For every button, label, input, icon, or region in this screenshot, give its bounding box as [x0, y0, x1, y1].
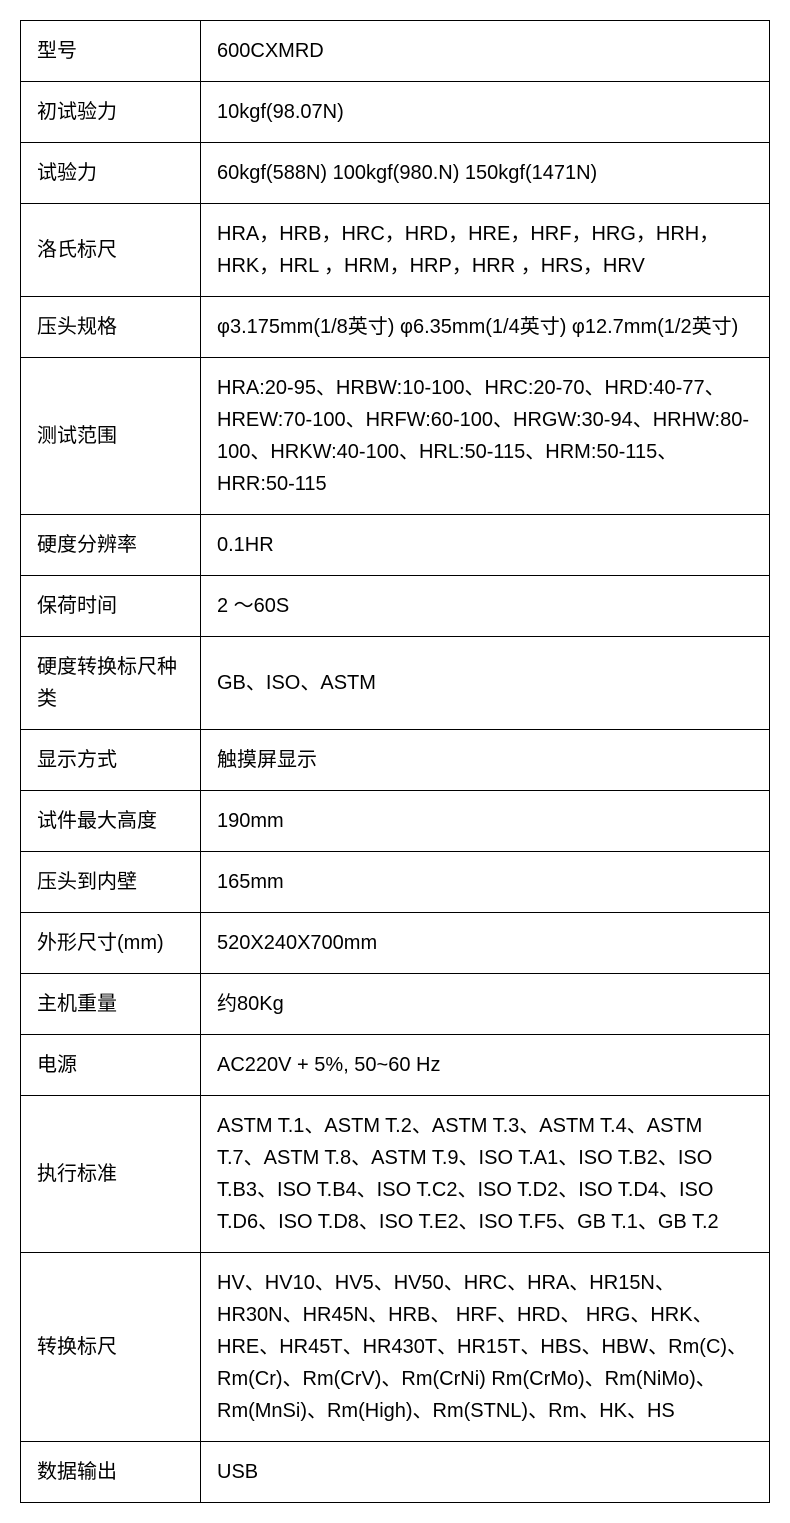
row-value: USB — [201, 1442, 770, 1503]
row-label: 电源 — [21, 1035, 201, 1096]
row-value: 165mm — [201, 852, 770, 913]
row-value: 60kgf(588N) 100kgf(980.N) 150kgf(1471N) — [201, 143, 770, 204]
spec-table-body: 型号 600CXMRD 初试验力 10kgf(98.07N) 试验力 60kgf… — [21, 21, 770, 1503]
row-label: 压头到内壁 — [21, 852, 201, 913]
table-row: 硬度分辨率 0.1HR — [21, 515, 770, 576]
row-value: HV、HV10、HV5、HV50、HRC、HRA、HR15N、HR30N、HR4… — [201, 1253, 770, 1442]
row-label: 数据输出 — [21, 1442, 201, 1503]
row-value: 520X240X700mm — [201, 913, 770, 974]
row-label: 保荷时间 — [21, 576, 201, 637]
spec-table: 型号 600CXMRD 初试验力 10kgf(98.07N) 试验力 60kgf… — [20, 20, 770, 1503]
row-value: HRA:20-95、HRBW:10-100、HRC:20-70、HRD:40-7… — [201, 358, 770, 515]
table-row: 外形尺寸(mm) 520X240X700mm — [21, 913, 770, 974]
row-value: 触摸屏显示 — [201, 730, 770, 791]
row-value: HRA，HRB，HRC，HRD，HRE，HRF，HRG，HRH，HRK，HRL … — [201, 204, 770, 297]
table-row: 初试验力 10kgf(98.07N) — [21, 82, 770, 143]
row-label: 测试范围 — [21, 358, 201, 515]
row-label: 外形尺寸(mm) — [21, 913, 201, 974]
table-row: 硬度转换标尺种类 GB、ISO、ASTM — [21, 637, 770, 730]
row-label: 试件最大高度 — [21, 791, 201, 852]
row-value: ASTM T.1、ASTM T.2、ASTM T.3、ASTM T.4、ASTM… — [201, 1096, 770, 1253]
row-label: 型号 — [21, 21, 201, 82]
row-label: 转换标尺 — [21, 1253, 201, 1442]
table-row: 执行标准 ASTM T.1、ASTM T.2、ASTM T.3、ASTM T.4… — [21, 1096, 770, 1253]
table-row: 型号 600CXMRD — [21, 21, 770, 82]
table-row: 显示方式 触摸屏显示 — [21, 730, 770, 791]
row-label: 初试验力 — [21, 82, 201, 143]
table-row: 转换标尺 HV、HV10、HV5、HV50、HRC、HRA、HR15N、HR30… — [21, 1253, 770, 1442]
row-label: 主机重量 — [21, 974, 201, 1035]
table-row: 洛氏标尺 HRA，HRB，HRC，HRD，HRE，HRF，HRG，HRH，HRK… — [21, 204, 770, 297]
table-row: 压头到内壁 165mm — [21, 852, 770, 913]
row-value: AC220V + 5%, 50~60 Hz — [201, 1035, 770, 1096]
row-value: 190mm — [201, 791, 770, 852]
row-value: 约80Kg — [201, 974, 770, 1035]
row-value: 2 ～60S — [201, 576, 770, 637]
row-value: GB、ISO、ASTM — [201, 637, 770, 730]
table-row: 压头规格 φ3.175mm(1/8英寸) φ6.35mm(1/4英寸) φ12.… — [21, 297, 770, 358]
row-label: 硬度分辨率 — [21, 515, 201, 576]
row-label: 显示方式 — [21, 730, 201, 791]
row-value: 0.1HR — [201, 515, 770, 576]
table-row: 电源 AC220V + 5%, 50~60 Hz — [21, 1035, 770, 1096]
row-value: 10kgf(98.07N) — [201, 82, 770, 143]
row-label: 执行标准 — [21, 1096, 201, 1253]
table-row: 主机重量 约80Kg — [21, 974, 770, 1035]
row-value: 600CXMRD — [201, 21, 770, 82]
table-row: 试验力 60kgf(588N) 100kgf(980.N) 150kgf(147… — [21, 143, 770, 204]
row-label: 硬度转换标尺种类 — [21, 637, 201, 730]
table-row: 数据输出 USB — [21, 1442, 770, 1503]
table-row: 测试范围 HRA:20-95、HRBW:10-100、HRC:20-70、HRD… — [21, 358, 770, 515]
row-value: φ3.175mm(1/8英寸) φ6.35mm(1/4英寸) φ12.7mm(1… — [201, 297, 770, 358]
row-label: 压头规格 — [21, 297, 201, 358]
row-label: 洛氏标尺 — [21, 204, 201, 297]
row-label: 试验力 — [21, 143, 201, 204]
table-row: 保荷时间 2 ～60S — [21, 576, 770, 637]
table-row: 试件最大高度 190mm — [21, 791, 770, 852]
